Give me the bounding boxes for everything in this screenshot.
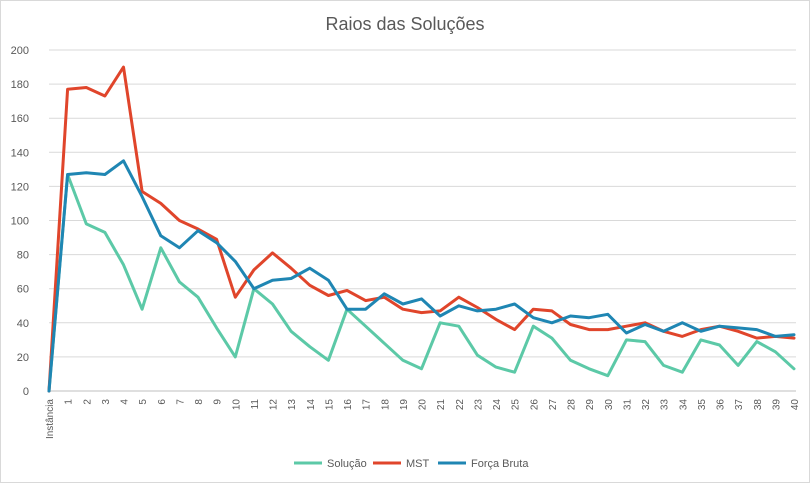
x-tick-label: 5 [138, 399, 149, 405]
legend: Solução MST Força Bruta [294, 458, 529, 470]
x-tick-label: 8 [194, 399, 205, 405]
x-tick-label: 7 [175, 399, 186, 405]
x-tick-label: 34 [678, 399, 689, 411]
x-tick-label: 17 [362, 399, 373, 411]
y-tick-label: 100 [11, 216, 29, 228]
x-tick-label: 12 [269, 399, 280, 411]
y-tick-label: 160 [11, 113, 29, 125]
series-line [47, 173, 796, 393]
x-tick-label: 20 [418, 399, 429, 411]
x-tick-label: 25 [511, 399, 522, 411]
y-tick-label: 0 [23, 386, 29, 398]
x-axis-tick-labels: Instância 1 2 3 4 5 6 7 8 9 10 11 12 13 14 15 16 17 18 19 20… [45, 399, 801, 439]
gridlines [49, 49, 796, 358]
x-tick-label: 28 [567, 399, 578, 411]
legend-label: MST [406, 458, 430, 470]
x-tick-label: 2 [82, 399, 93, 405]
x-tick-label: 21 [436, 399, 447, 411]
y-axis-tick-labels: 0 20 40 60 80 100 120 140 160 180 200 [11, 45, 29, 398]
x-tick-label: 22 [455, 399, 466, 411]
x-tick-label: 13 [287, 399, 298, 411]
y-tick-label: 200 [11, 45, 29, 57]
x-tick-label: 36 [716, 399, 727, 411]
x-tick-label: 27 [548, 399, 559, 411]
x-tick-label: 38 [753, 399, 764, 411]
x-tick-label: 33 [660, 399, 671, 411]
x-tick-label: 10 [231, 399, 242, 411]
x-tick-label: 30 [604, 399, 615, 411]
series-line [47, 159, 796, 393]
series-lines [47, 65, 796, 393]
y-tick-label: 40 [17, 318, 29, 330]
legend-label: Solução [327, 458, 367, 470]
y-tick-label: 140 [11, 147, 29, 159]
x-tick-label: 16 [343, 399, 354, 411]
x-tick-label: 14 [306, 399, 317, 411]
x-tick-label: 1 [64, 399, 75, 405]
y-tick-label: 180 [11, 79, 29, 91]
legend-label: Força Bruta [471, 458, 529, 470]
x-tick-label: 32 [641, 399, 652, 411]
series-line [47, 65, 796, 393]
x-tick-label: 18 [380, 399, 391, 411]
x-tick-label: Instância [45, 399, 56, 439]
x-tick-label: 29 [585, 399, 596, 411]
x-tick-label: 11 [250, 399, 261, 410]
y-tick-label: 80 [17, 250, 29, 262]
x-tick-label: 4 [120, 399, 131, 405]
x-tick-label: 31 [622, 399, 633, 411]
y-tick-label: 120 [11, 181, 29, 193]
x-tick-label: 26 [529, 399, 540, 411]
x-tick-label: 9 [213, 399, 224, 405]
x-tick-label: 19 [399, 399, 410, 411]
x-tick-label: 35 [697, 399, 708, 411]
x-tick-label: 37 [734, 399, 745, 411]
x-tick-label: 24 [492, 399, 503, 411]
x-tick-label: 3 [101, 399, 112, 405]
chart-title: Raios das Soluções [325, 14, 484, 34]
x-tick-label: 23 [473, 399, 484, 411]
y-tick-label: 20 [17, 352, 29, 364]
x-tick-label: 15 [324, 399, 335, 411]
y-tick-label: 60 [17, 284, 29, 296]
x-tick-label: 39 [771, 399, 782, 411]
x-tick-label: 6 [157, 399, 168, 405]
x-tick-label: 40 [790, 399, 801, 411]
